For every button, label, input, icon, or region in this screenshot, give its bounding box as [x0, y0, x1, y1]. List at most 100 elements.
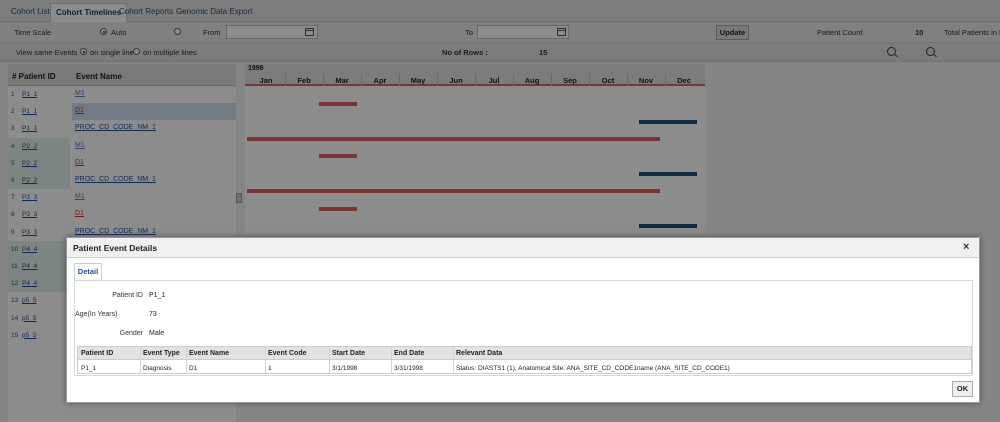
patient-id-cell: 4 P2_2 [8, 137, 70, 155]
month-label: Nov [638, 76, 654, 85]
single-line-radio[interactable] [80, 48, 87, 55]
detail-panel: Patient ID P1_1 Age(In Years) 73 Gender … [74, 280, 973, 376]
patient-id-cell: 5 P2_2 [8, 154, 70, 172]
zoom-in-icon[interactable] [887, 47, 896, 56]
zoom-out-icon[interactable] [926, 47, 935, 56]
table-row[interactable]: 8 P3_3 D1 [8, 206, 236, 223]
col-event-name[interactable]: Event Name [76, 72, 122, 81]
patient-count-value: 10 [915, 28, 924, 37]
event-bar[interactable] [639, 172, 697, 176]
event-bar[interactable] [639, 224, 697, 228]
event-name-link[interactable]: PROC_CD_CODE_NM_1 [75, 227, 156, 235]
total-patients-label: Total Patients in D [944, 28, 1000, 37]
patient-id-link[interactable]: p5_5 [22, 297, 37, 305]
update-button[interactable]: Update [716, 25, 749, 40]
row-number: 10 [11, 245, 19, 253]
multiple-lines-radio[interactable] [133, 48, 140, 55]
patient-id-link[interactable]: p5_5 [22, 331, 37, 339]
patient-id-link[interactable]: P3_3 [22, 211, 38, 219]
patient-id-link[interactable]: P2_2 [22, 177, 38, 184]
event-name-cell: D1 [72, 103, 236, 121]
event-bar[interactable] [319, 154, 357, 158]
row-number: 7 [11, 194, 15, 202]
event-name-cell: M1 [72, 138, 236, 155]
event-name-link[interactable]: PROC_CD_CODE_NM_1 [75, 176, 156, 183]
table-row[interactable]: 11 P4_4 [8, 258, 236, 275]
event-name-link[interactable]: M1 [75, 141, 85, 149]
patient-id-link[interactable]: P1_1 [22, 91, 38, 98]
tab-detail[interactable]: Detail [74, 263, 102, 280]
patient-id-link[interactable]: P2_2 [22, 159, 38, 167]
time-scale-toolbar: Time Scale Auto From To Update Patient C… [0, 22, 1000, 43]
from-date-input[interactable] [226, 25, 318, 39]
col-divider [329, 347, 330, 374]
month-divider [475, 74, 476, 86]
patient-id-cell: 2 P1_1 [8, 103, 70, 120]
tab-cohort-list[interactable]: Cohort List [11, 7, 50, 16]
cell-event-name: D1 [189, 365, 198, 372]
table-row[interactable]: 7 P3_3 M1 [8, 189, 236, 206]
event-name-link[interactable]: M1 [75, 193, 85, 201]
tab-genomic-data-export[interactable]: Genomic Data Export [176, 7, 253, 16]
patient-id-link[interactable]: P4_4 [22, 263, 38, 270]
table-row[interactable]: 4 P2_2 M1 [8, 137, 236, 155]
col-patient-id[interactable]: # Patient ID [12, 72, 56, 81]
cell-event-type: Diagnosis [143, 365, 172, 372]
table-row[interactable]: 2 P1_1 D1 [8, 103, 236, 121]
gender-label: Gender [119, 330, 143, 337]
age-label: Age(In Years) [75, 311, 118, 318]
patient-id-cell: 7 P3_3 [8, 189, 70, 206]
row-number: 15 [11, 331, 19, 339]
table-row[interactable]: 13 p5_5 [8, 292, 236, 309]
custom-range-radio[interactable] [174, 28, 181, 35]
tab-cohort-reports[interactable]: Cohort Reports [119, 7, 174, 16]
table-row[interactable]: 10 P4_4 [8, 240, 236, 258]
table-row[interactable]: 6 P2_2 PROC_CD_CODE_NM_1 [8, 172, 236, 189]
table-row[interactable]: 15 p5_5 [8, 327, 236, 344]
table-row[interactable]: 3 P1_1 PROC_CD_CODE_NM_1 [8, 120, 236, 137]
cell-relevant-data: Status: DIASTS1 (1), Anatomical Site: AN… [456, 365, 730, 372]
patient-id-link[interactable]: p5_5 [22, 314, 37, 322]
event-bar[interactable] [639, 120, 697, 124]
event-bar[interactable] [319, 102, 357, 106]
to-calendar-icon[interactable] [557, 28, 566, 36]
from-calendar-icon[interactable] [305, 28, 314, 36]
table-row[interactable]: 14 p5_5 [8, 310, 236, 327]
table-row[interactable]: 5 P2_2 D1 [8, 154, 236, 172]
month-divider [589, 74, 590, 86]
tab-cohort-timelines[interactable]: Cohort Timelines [50, 3, 128, 22]
col-divider [453, 347, 454, 374]
th-event-code: Event Code [268, 350, 307, 357]
col-divider [265, 347, 266, 374]
table-row[interactable]: 12 P4_4 [8, 275, 236, 293]
event-name-cell: M1 [72, 86, 236, 103]
patient-id-link[interactable]: P3_3 [22, 228, 38, 236]
event-name-link[interactable]: D1 [75, 158, 84, 166]
patient-id-link[interactable]: P1_1 [22, 125, 38, 133]
patient-id-link[interactable]: P4_4 [22, 245, 38, 253]
event-name-link[interactable]: PROC_CD_CODE_NM_1 [75, 124, 156, 132]
patient-id-cell: 1 P1_1 [8, 86, 70, 103]
ok-button[interactable]: OK [952, 381, 973, 397]
patient-id-link[interactable]: P3_3 [22, 194, 38, 202]
month-label: Sep [563, 76, 577, 85]
rows-value: 15 [539, 48, 548, 57]
table-row[interactable]: 9 P3_3 PROC_CD_CODE_NM_1 [8, 224, 236, 241]
event-name-link[interactable]: D1 [75, 210, 84, 218]
patient-id-link[interactable]: P1_1 [22, 108, 38, 116]
to-date-input[interactable] [477, 25, 569, 39]
splitter-handle[interactable] [236, 193, 242, 203]
table-row[interactable]: 1 P1_1 M1 [8, 86, 236, 103]
close-icon[interactable]: × [963, 241, 970, 253]
patient-id-link[interactable]: P4_4 [22, 280, 38, 288]
event-bar[interactable] [319, 207, 357, 211]
event-name-link[interactable]: D1 [75, 107, 84, 115]
auto-radio[interactable] [100, 28, 107, 35]
th-start-date: Start Date [332, 350, 366, 357]
month-label: Jun [449, 76, 463, 85]
event-bar[interactable] [247, 189, 660, 193]
patient-id-link[interactable]: P2_2 [22, 142, 38, 150]
row-number: 11 [11, 263, 18, 270]
event-bar[interactable] [247, 137, 660, 141]
event-name-link[interactable]: M1 [75, 90, 85, 97]
